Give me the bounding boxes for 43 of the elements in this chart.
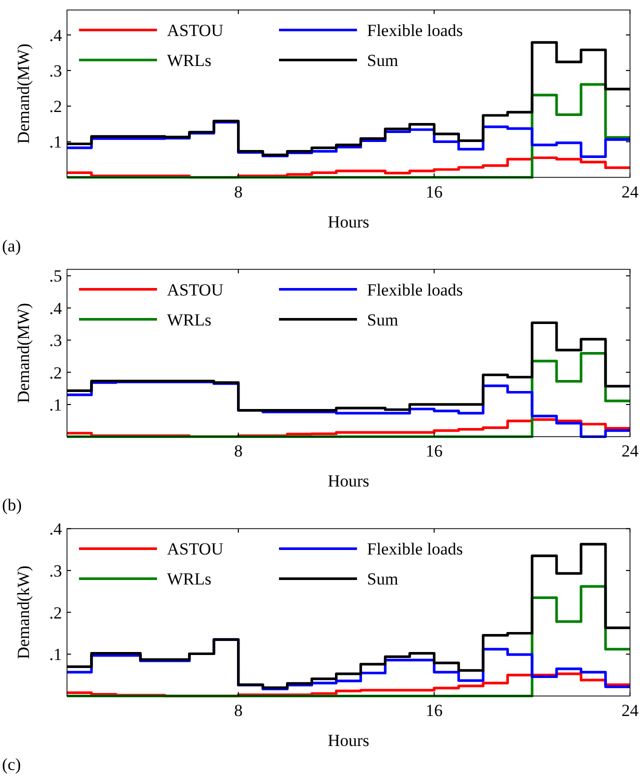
text: (b) [2,496,22,515]
x-tick-label: 8 [234,442,243,461]
y-tick-label: .2 [49,363,62,382]
y-tick-label: .1 [49,645,62,664]
y-tick-label: .3 [49,61,62,80]
x-tick-label: 24 [622,182,639,202]
x-axis-title: Hours [328,731,370,750]
legend-label: WRLs [167,310,212,330]
x-tick-label: 24 [622,442,639,461]
text: (c) [2,755,21,774]
legend-label: Sum [367,310,398,330]
y-axis-title: Demand(MW) [14,44,33,144]
y-tick-label: .4 [49,520,62,539]
y-tick-label: .5 [49,266,62,286]
legend-label: Flexible loads [367,280,463,300]
x-tick-label: 16 [426,442,443,461]
y-tick-label: .1 [49,395,62,414]
legend-label: WRLs [167,570,212,589]
legend-label: Sum [367,570,398,589]
y-tick-label: .1 [49,132,62,152]
legend-label: Flexible loads [367,540,463,559]
y-tick-label: .4 [49,298,62,318]
legend-label: ASTOU [167,280,224,300]
y-axis-title: Demand(MW) [14,302,33,404]
y-tick-label: .2 [49,603,62,622]
legend-label: ASTOU [167,20,224,40]
legend-label: WRLs [167,50,212,70]
y-tick-label: .2 [49,97,62,116]
legend-label: ASTOU [167,540,224,559]
x-tick-label: 16 [426,182,443,202]
x-tick-label: 24 [622,701,639,720]
x-axis-title: Hours [328,472,370,491]
y-tick-label: .3 [49,561,62,580]
x-tick-label: 8 [234,182,243,202]
legend-label: Flexible loads [367,20,463,40]
y-tick-label: .4 [49,26,62,45]
x-tick-label: 16 [426,701,443,720]
y-axis-title: Demand(kW) [14,566,33,660]
text: (a) [2,236,21,256]
legend-label: Sum [367,50,398,70]
x-axis-title: Hours [328,212,370,232]
y-tick-label: .3 [49,331,62,350]
x-tick-label: 8 [234,701,243,720]
